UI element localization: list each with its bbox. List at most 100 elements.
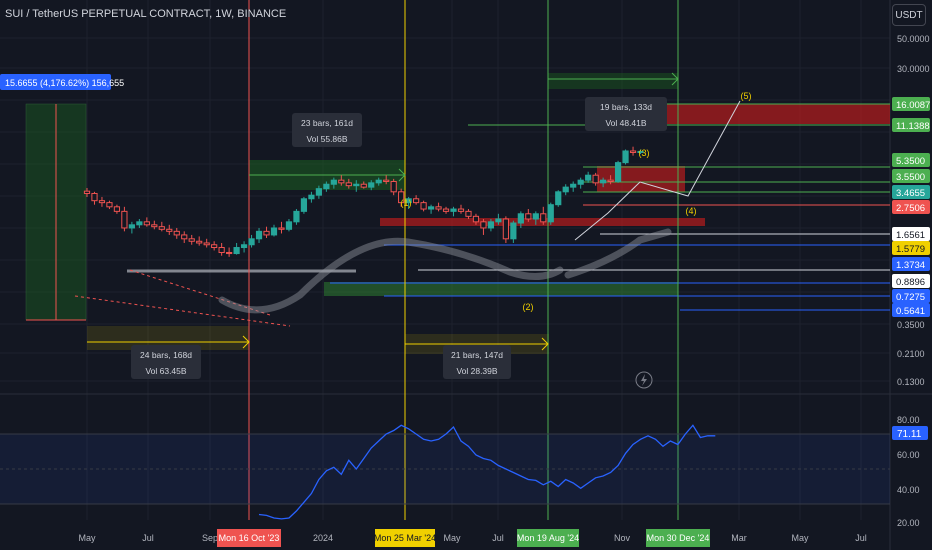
- x-tick-label: May: [78, 533, 96, 543]
- rsi-current-label: 71.11: [897, 429, 922, 440]
- candle-body: [121, 210, 128, 229]
- candle-body: [622, 150, 629, 164]
- candle-body: [405, 198, 412, 204]
- rsi-tick-label: 40.00: [897, 485, 920, 495]
- big-measure-label: 15.6655 (4,176.62%) 156,655: [5, 78, 124, 88]
- price-label-bg: [892, 97, 930, 111]
- candle-body: [629, 150, 637, 153]
- candle-body: [562, 186, 569, 193]
- x-tick-label: May: [443, 533, 461, 543]
- rsi-tick-label: 60.00: [897, 450, 920, 460]
- measure-zone: [548, 73, 678, 89]
- candle-body: [345, 182, 352, 187]
- axes: 50.000030.00009.30000.35000.21000.130080…: [78, 34, 930, 547]
- candle-body: [136, 221, 143, 226]
- time-marker-bg: [217, 529, 281, 547]
- candle-body: [113, 206, 121, 212]
- price-label-bg: [892, 274, 930, 288]
- target-zone: [630, 104, 890, 124]
- y-tick-label: 0.1300: [897, 377, 925, 387]
- candle-body: [420, 202, 427, 210]
- candle-body: [218, 247, 225, 253]
- time-marker-bg: [517, 529, 579, 547]
- time-marker-label: Mon 30 Dec '24: [647, 533, 710, 543]
- candle-body: [585, 174, 592, 181]
- x-tick-label: May: [791, 533, 809, 543]
- curve: [564, 228, 672, 279]
- candle-body: [203, 242, 210, 246]
- price-label-bg: [892, 169, 930, 183]
- time-marker-label: Mon 19 Aug '24: [517, 533, 579, 543]
- x-tick-label: Jul: [142, 533, 154, 543]
- candle-body: [457, 208, 465, 212]
- candle-body: [330, 179, 337, 185]
- price-label: 16.0087: [896, 100, 930, 111]
- time-marker-bg: [375, 529, 435, 547]
- y-tick-label: 30.0000: [897, 64, 930, 74]
- x-tick-label: 2024: [313, 533, 333, 543]
- measure-text: Vol 48.41B: [605, 118, 646, 128]
- candle-body: [285, 221, 293, 230]
- candle-body: [323, 183, 330, 190]
- candle-body: [158, 226, 165, 230]
- price-label: 11.1388: [896, 121, 930, 132]
- candle-body: [98, 200, 106, 204]
- candle-body: [510, 222, 517, 240]
- x-tick-label: Jul: [855, 533, 867, 543]
- price-label-bg: [892, 289, 930, 303]
- candle-body: [293, 210, 300, 223]
- candle-body: [398, 191, 405, 204]
- wave-label: (2): [523, 302, 534, 312]
- price-label-bg: [892, 303, 930, 317]
- price-label-bg: [892, 185, 930, 199]
- rsi-pane: [0, 424, 890, 520]
- time-marker-label: Mon 25 Mar '24: [374, 533, 436, 543]
- price-label: 0.8896: [896, 277, 925, 288]
- candle-body: [390, 180, 397, 193]
- trend-line: [74, 295, 291, 327]
- trend-line: [129, 269, 271, 316]
- candle-body: [278, 227, 285, 230]
- price-label: 2.7506: [896, 203, 925, 214]
- measure-text: 19 bars, 133d: [600, 102, 652, 112]
- price-label: 0.7275: [896, 292, 925, 303]
- candle-body: [188, 238, 195, 242]
- candle-body: [495, 218, 502, 223]
- projection-line: [574, 100, 741, 241]
- candle-body: [375, 179, 382, 184]
- arrow-head: [398, 168, 406, 182]
- candle-body: [353, 183, 360, 187]
- candle-body: [427, 206, 435, 210]
- measure-text: 23 bars, 161d: [301, 118, 353, 128]
- candle-body: [383, 179, 390, 182]
- candle-body: [211, 244, 218, 249]
- candle-body: [487, 221, 495, 229]
- measure-text: Vol 28.39B: [456, 366, 497, 376]
- currency-button[interactable]: USDT: [892, 4, 926, 26]
- y-tick-label: 0.3500: [897, 320, 925, 330]
- price-label: 5.3500: [896, 156, 925, 167]
- price-label: 3.5500: [896, 172, 925, 183]
- wave-label: (3): [639, 148, 650, 158]
- candle-body: [128, 224, 135, 229]
- lightning-icon: [641, 374, 647, 386]
- x-tick-label: Nov: [614, 533, 631, 543]
- candle-body: [240, 244, 248, 249]
- time-marker-bg: [646, 529, 710, 547]
- rsi-tick-label: 20.00: [897, 518, 920, 528]
- candle-body: [525, 213, 532, 220]
- chart-title: SUI / TetherUS PERPETUAL CONTRACT, 1W, B…: [5, 8, 287, 20]
- candle-body: [547, 204, 554, 223]
- x-tick-label: Sep: [202, 533, 218, 543]
- candle-body: [600, 179, 607, 184]
- candle-body: [540, 213, 547, 223]
- candle-body: [255, 230, 263, 240]
- price-label: 3.4655: [896, 188, 925, 199]
- lightning-icon: [635, 371, 653, 389]
- candle-body: [360, 183, 367, 188]
- candle-body: [450, 208, 457, 212]
- curve: [218, 237, 564, 314]
- measure-text: Vol 55.86B: [306, 134, 347, 144]
